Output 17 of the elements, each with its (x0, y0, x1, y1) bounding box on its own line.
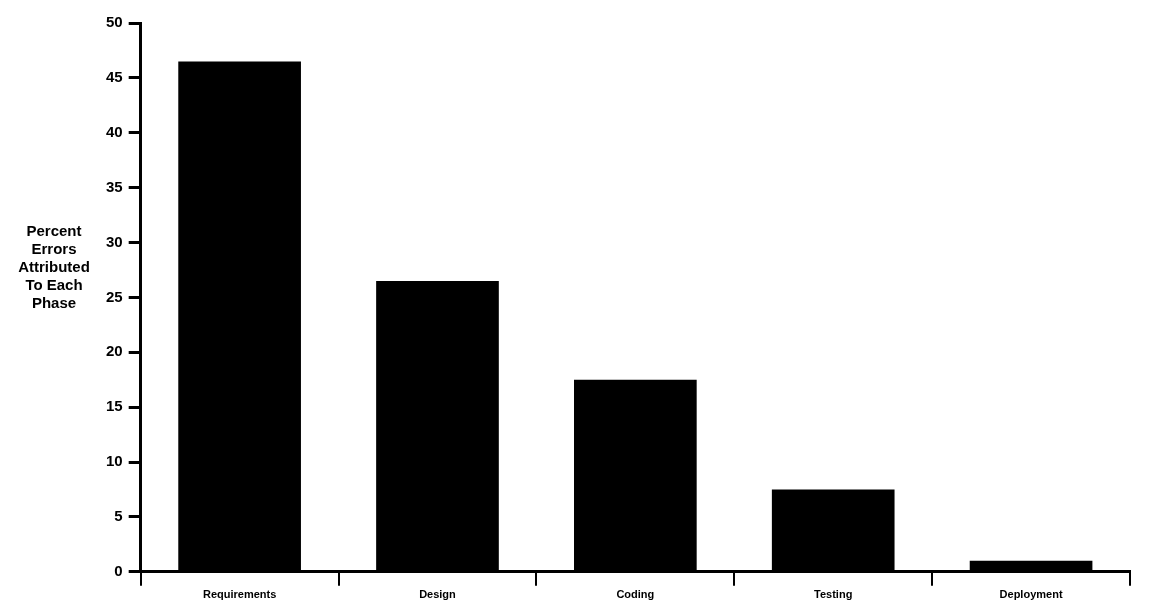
x-tick-label: Coding (616, 588, 655, 601)
y-tick-label: 40 (106, 122, 123, 140)
y-tick-label: 15 (106, 397, 123, 415)
x-tick-label: Deployment (999, 588, 1063, 601)
y-tick-label: 5 (114, 507, 123, 525)
y-axis-title: Percent Errors Attributed To Each Phase (17, 221, 91, 312)
y-tick-label: 45 (106, 68, 123, 86)
x-tick-label: Requirements (202, 588, 277, 601)
y-tick-label: 30 (106, 232, 123, 250)
y-tick-label: 20 (106, 342, 123, 360)
y-tick-label: 10 (106, 452, 123, 470)
y-tick-label: 0 (114, 561, 123, 579)
x-tick-label: Testing (814, 588, 853, 601)
y-tick-label: 50 (106, 13, 123, 31)
x-tick-label: Design (419, 588, 457, 601)
y-tick-label: 25 (106, 287, 123, 305)
y-tick-label: 35 (106, 177, 123, 195)
